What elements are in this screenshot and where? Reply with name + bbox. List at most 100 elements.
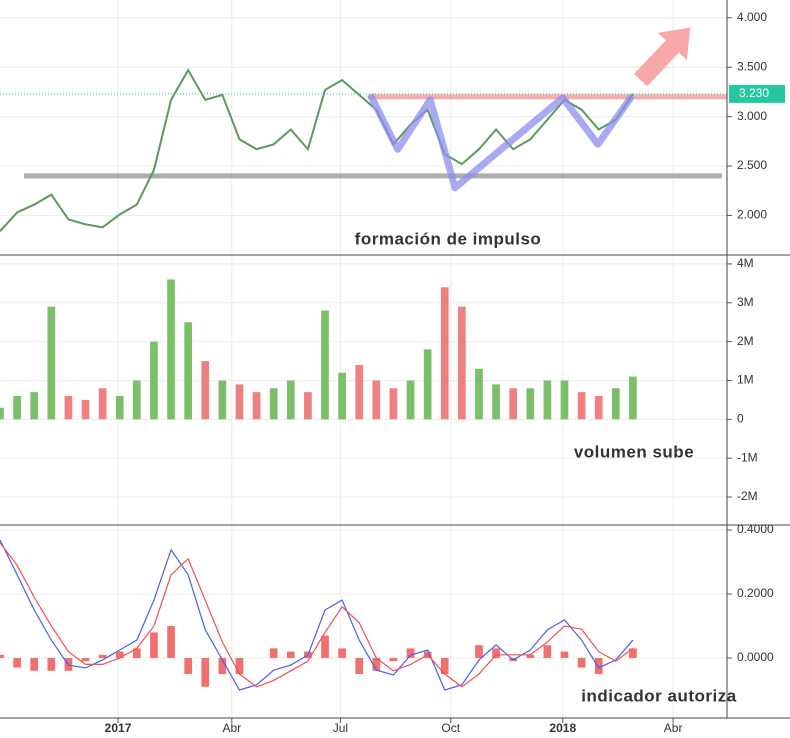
histogram-bar: [218, 657, 227, 674]
y-tick-label: -2M: [737, 489, 758, 503]
volume-bar: [115, 396, 124, 420]
price-line-series: [0, 68, 634, 232]
volume-bar: [30, 392, 39, 420]
y-tick-label: 0.0000: [737, 650, 774, 664]
volume-bar: [458, 306, 466, 420]
y-tick-label: 4M: [737, 256, 754, 270]
y-tick-label: 4.000: [737, 10, 767, 24]
indicator-line: [0, 542, 634, 688]
histogram-bar: [389, 657, 398, 662]
y-tick-label: 2.000: [737, 208, 767, 222]
histogram-bar: [577, 657, 586, 668]
volume-bar: [492, 384, 500, 420]
histogram-bar: [81, 657, 90, 662]
volume-bar: [47, 306, 56, 420]
volume-bar: [13, 396, 21, 420]
histogram-bar: [132, 648, 141, 658]
histogram-bar: [629, 648, 637, 658]
volume-bar: [64, 396, 73, 420]
volume-bar: [629, 376, 637, 420]
volume-bar: [543, 380, 552, 420]
volume-bar: [218, 380, 227, 420]
histogram-bar: [475, 645, 483, 658]
histogram-bar: [560, 651, 569, 658]
y-tick-label: 0.2000: [737, 586, 774, 600]
x-tick-label: Jul: [333, 721, 348, 735]
volume-bar: [286, 380, 295, 420]
histogram-bar: [235, 657, 244, 674]
histogram-bar: [594, 657, 603, 674]
x-tick-label: Abr: [222, 721, 241, 735]
price-label-box: [729, 84, 785, 103]
volume-bar: [0, 407, 4, 420]
x-tick-label: Oct: [441, 721, 460, 735]
annotation: indicador autoriza: [581, 686, 736, 705]
volume-bar: [372, 380, 381, 420]
volume-bar: [98, 388, 107, 420]
y-tick-label: 2.500: [737, 158, 767, 172]
x-tick-label: 2018: [549, 721, 576, 735]
histogram-bar: [286, 651, 295, 658]
y-tick-label: 3.000: [737, 109, 767, 123]
histogram-bar: [0, 654, 4, 658]
volume-bar: [389, 388, 398, 420]
volume-bar: [252, 392, 261, 420]
histogram-bar: [406, 648, 415, 658]
histogram-bar: [115, 651, 124, 658]
volume-bar: [167, 279, 175, 420]
histogram-bar: [526, 654, 535, 658]
histogram-bar: [13, 657, 21, 668]
volume-bar: [406, 380, 415, 420]
volume-bar: [560, 380, 569, 420]
y-tick-label: 1M: [737, 373, 754, 387]
arrow: [634, 27, 691, 87]
y-tick-label: 3.500: [737, 59, 767, 73]
x-tick-label: Abr: [664, 721, 683, 735]
annotation: volumen sube: [574, 442, 694, 461]
annotation: formación de impulso: [355, 229, 542, 248]
volume-bar: [269, 388, 278, 420]
histogram-bar: [440, 657, 449, 674]
volume-bar: [355, 364, 364, 420]
histogram-bar: [355, 657, 364, 674]
volume-bar: [132, 380, 141, 420]
volume-bar: [235, 384, 244, 420]
pattern-line: [367, 93, 635, 192]
histogram-bar: [269, 648, 278, 658]
histogram-bar: [321, 635, 329, 658]
price-label: 3.230: [739, 86, 769, 100]
y-tick-label: 2M: [737, 334, 754, 348]
histogram-bar: [98, 654, 107, 658]
volume-bar: [184, 322, 193, 420]
histogram-bar: [167, 625, 175, 658]
volume-bar: [475, 368, 483, 420]
volume-bar: [81, 399, 90, 420]
histogram-bar: [492, 648, 500, 658]
volume-bar: [594, 396, 603, 420]
indicator-line: [0, 539, 634, 691]
volume-bar: [526, 388, 535, 420]
y-tick-label: 0.4000: [737, 522, 774, 536]
volume-bar: [321, 310, 329, 420]
histogram-bar: [150, 632, 158, 658]
histogram-bar: [47, 657, 56, 671]
histogram-bar: [543, 645, 552, 658]
histogram-bar: [30, 657, 39, 671]
y-tick-label: 3M: [737, 295, 754, 309]
y-tick-label: 0: [737, 412, 744, 426]
volume-bar: [577, 392, 586, 420]
volume-bar: [440, 287, 449, 420]
volume-bar: [150, 341, 158, 420]
y-tick-label: -1M: [737, 450, 758, 464]
histogram-bar: [184, 657, 193, 674]
histogram-bar: [201, 657, 210, 687]
volume-bar: [338, 372, 346, 420]
volume-bar: [611, 388, 620, 420]
histogram-bar: [338, 648, 346, 658]
histogram-bar: [372, 657, 381, 671]
volume-bar: [304, 392, 312, 420]
volume-bar: [423, 349, 432, 420]
volume-bar: [509, 388, 518, 420]
